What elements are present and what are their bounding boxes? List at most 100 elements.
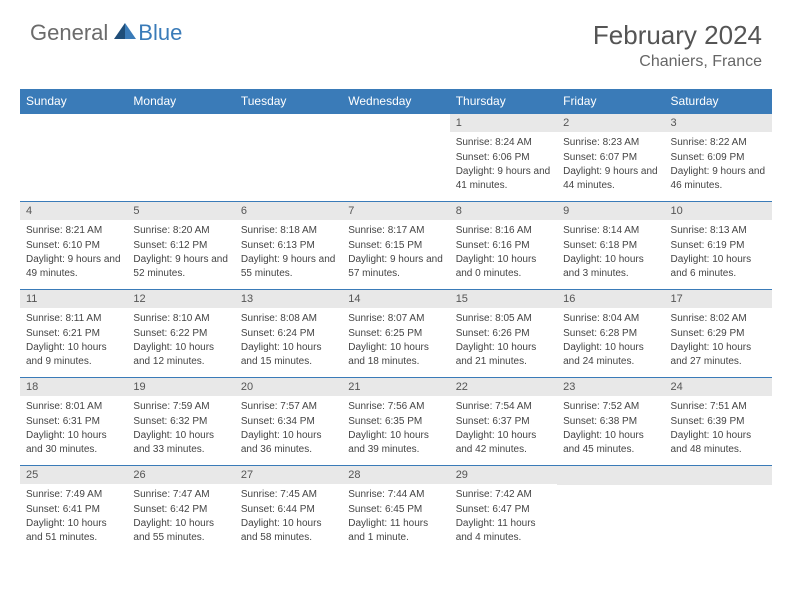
daylight-line: Daylight: 10 hours and 51 minutes.	[26, 517, 121, 544]
sunrise-line: Sunrise: 8:01 AM	[26, 400, 121, 414]
day-content: Sunrise: 8:17 AMSunset: 6:15 PMDaylight:…	[342, 220, 449, 285]
location: Chaniers, France	[593, 53, 762, 71]
day-content: Sunrise: 8:04 AMSunset: 6:28 PMDaylight:…	[557, 308, 664, 373]
sunrise-line: Sunrise: 7:44 AM	[348, 488, 443, 502]
daylight-line: Daylight: 10 hours and 48 minutes.	[671, 429, 766, 456]
day-cell: 21Sunrise: 7:56 AMSunset: 6:35 PMDayligh…	[342, 378, 449, 466]
day-content: Sunrise: 8:13 AMSunset: 6:19 PMDaylight:…	[665, 220, 772, 285]
daylight-line: Daylight: 9 hours and 57 minutes.	[348, 253, 443, 280]
sunrise-line: Sunrise: 8:05 AM	[456, 312, 551, 326]
daylight-line: Daylight: 10 hours and 27 minutes.	[671, 341, 766, 368]
sunset-line: Sunset: 6:42 PM	[133, 503, 228, 517]
day-cell: 4Sunrise: 8:21 AMSunset: 6:10 PMDaylight…	[20, 202, 127, 290]
sunrise-line: Sunrise: 8:02 AM	[671, 312, 766, 326]
day-cell: 7Sunrise: 8:17 AMSunset: 6:15 PMDaylight…	[342, 202, 449, 290]
sunrise-line: Sunrise: 8:10 AM	[133, 312, 228, 326]
day-number: 27	[235, 466, 342, 484]
sunset-line: Sunset: 6:47 PM	[456, 503, 551, 517]
sunset-line: Sunset: 6:10 PM	[26, 239, 121, 253]
day-content: Sunrise: 8:11 AMSunset: 6:21 PMDaylight:…	[20, 308, 127, 373]
day-number: 19	[127, 378, 234, 396]
daylight-line: Daylight: 10 hours and 21 minutes.	[456, 341, 551, 368]
day-number: 7	[342, 202, 449, 220]
calendar-table: SundayMondayTuesdayWednesdayThursdayFrid…	[20, 89, 772, 554]
day-content: Sunrise: 8:18 AMSunset: 6:13 PMDaylight:…	[235, 220, 342, 285]
sunrise-line: Sunrise: 8:22 AM	[671, 136, 766, 150]
day-content: Sunrise: 7:59 AMSunset: 6:32 PMDaylight:…	[127, 396, 234, 461]
day-content: Sunrise: 7:47 AMSunset: 6:42 PMDaylight:…	[127, 484, 234, 549]
day-number: 23	[557, 378, 664, 396]
day-cell: 27Sunrise: 7:45 AMSunset: 6:44 PMDayligh…	[235, 466, 342, 554]
day-cell: 14Sunrise: 8:07 AMSunset: 6:25 PMDayligh…	[342, 290, 449, 378]
day-number: 21	[342, 378, 449, 396]
day-content: Sunrise: 8:23 AMSunset: 6:07 PMDaylight:…	[557, 132, 664, 197]
day-number: 3	[665, 114, 772, 132]
day-number: 26	[127, 466, 234, 484]
day-number: 9	[557, 202, 664, 220]
day-content: Sunrise: 8:10 AMSunset: 6:22 PMDaylight:…	[127, 308, 234, 373]
logo: General Blue	[30, 20, 182, 46]
day-number: 5	[127, 202, 234, 220]
day-number: 1	[450, 114, 557, 132]
day-cell: 6Sunrise: 8:18 AMSunset: 6:13 PMDaylight…	[235, 202, 342, 290]
sunset-line: Sunset: 6:18 PM	[563, 239, 658, 253]
sunrise-line: Sunrise: 8:14 AM	[563, 224, 658, 238]
day-number: 20	[235, 378, 342, 396]
daylight-line: Daylight: 10 hours and 9 minutes.	[26, 341, 121, 368]
sunset-line: Sunset: 6:31 PM	[26, 415, 121, 429]
day-cell	[235, 114, 342, 202]
weekday-header: Tuesday	[235, 89, 342, 114]
sunrise-line: Sunrise: 7:51 AM	[671, 400, 766, 414]
day-number: 13	[235, 290, 342, 308]
sunrise-line: Sunrise: 8:07 AM	[348, 312, 443, 326]
day-cell	[557, 466, 664, 554]
day-content: Sunrise: 8:16 AMSunset: 6:16 PMDaylight:…	[450, 220, 557, 285]
daylight-line: Daylight: 9 hours and 52 minutes.	[133, 253, 228, 280]
day-number: 14	[342, 290, 449, 308]
daylight-line: Daylight: 11 hours and 1 minute.	[348, 517, 443, 544]
day-content: Sunrise: 8:05 AMSunset: 6:26 PMDaylight:…	[450, 308, 557, 373]
title-block: February 2024 Chaniers, France	[593, 20, 762, 71]
day-cell: 10Sunrise: 8:13 AMSunset: 6:19 PMDayligh…	[665, 202, 772, 290]
empty-day-number	[557, 466, 664, 485]
sunset-line: Sunset: 6:15 PM	[348, 239, 443, 253]
daylight-line: Daylight: 9 hours and 46 minutes.	[671, 165, 766, 192]
day-content: Sunrise: 7:42 AMSunset: 6:47 PMDaylight:…	[450, 484, 557, 549]
day-content: Sunrise: 8:24 AMSunset: 6:06 PMDaylight:…	[450, 132, 557, 197]
day-cell: 13Sunrise: 8:08 AMSunset: 6:24 PMDayligh…	[235, 290, 342, 378]
day-content: Sunrise: 8:21 AMSunset: 6:10 PMDaylight:…	[20, 220, 127, 285]
day-cell: 15Sunrise: 8:05 AMSunset: 6:26 PMDayligh…	[450, 290, 557, 378]
day-cell	[665, 466, 772, 554]
day-number: 29	[450, 466, 557, 484]
sunset-line: Sunset: 6:28 PM	[563, 327, 658, 341]
daylight-line: Daylight: 10 hours and 30 minutes.	[26, 429, 121, 456]
weekday-header-row: SundayMondayTuesdayWednesdayThursdayFrid…	[20, 89, 772, 114]
daylight-line: Daylight: 9 hours and 41 minutes.	[456, 165, 551, 192]
calendar-week-row: 4Sunrise: 8:21 AMSunset: 6:10 PMDaylight…	[20, 202, 772, 290]
sunset-line: Sunset: 6:24 PM	[241, 327, 336, 341]
day-cell: 18Sunrise: 8:01 AMSunset: 6:31 PMDayligh…	[20, 378, 127, 466]
weekday-header: Sunday	[20, 89, 127, 114]
sunset-line: Sunset: 6:06 PM	[456, 151, 551, 165]
sunrise-line: Sunrise: 7:59 AM	[133, 400, 228, 414]
sunrise-line: Sunrise: 8:24 AM	[456, 136, 551, 150]
sunrise-line: Sunrise: 8:11 AM	[26, 312, 121, 326]
day-content: Sunrise: 7:45 AMSunset: 6:44 PMDaylight:…	[235, 484, 342, 549]
day-number: 12	[127, 290, 234, 308]
day-content: Sunrise: 8:07 AMSunset: 6:25 PMDaylight:…	[342, 308, 449, 373]
day-number: 17	[665, 290, 772, 308]
daylight-line: Daylight: 10 hours and 15 minutes.	[241, 341, 336, 368]
daylight-line: Daylight: 10 hours and 18 minutes.	[348, 341, 443, 368]
sunset-line: Sunset: 6:09 PM	[671, 151, 766, 165]
sunset-line: Sunset: 6:39 PM	[671, 415, 766, 429]
sunrise-line: Sunrise: 8:20 AM	[133, 224, 228, 238]
sunrise-line: Sunrise: 7:57 AM	[241, 400, 336, 414]
day-number: 22	[450, 378, 557, 396]
sunrise-line: Sunrise: 8:16 AM	[456, 224, 551, 238]
sunrise-line: Sunrise: 7:49 AM	[26, 488, 121, 502]
day-cell: 25Sunrise: 7:49 AMSunset: 6:41 PMDayligh…	[20, 466, 127, 554]
day-cell: 23Sunrise: 7:52 AMSunset: 6:38 PMDayligh…	[557, 378, 664, 466]
sunrise-line: Sunrise: 7:54 AM	[456, 400, 551, 414]
daylight-line: Daylight: 10 hours and 45 minutes.	[563, 429, 658, 456]
daylight-line: Daylight: 10 hours and 24 minutes.	[563, 341, 658, 368]
